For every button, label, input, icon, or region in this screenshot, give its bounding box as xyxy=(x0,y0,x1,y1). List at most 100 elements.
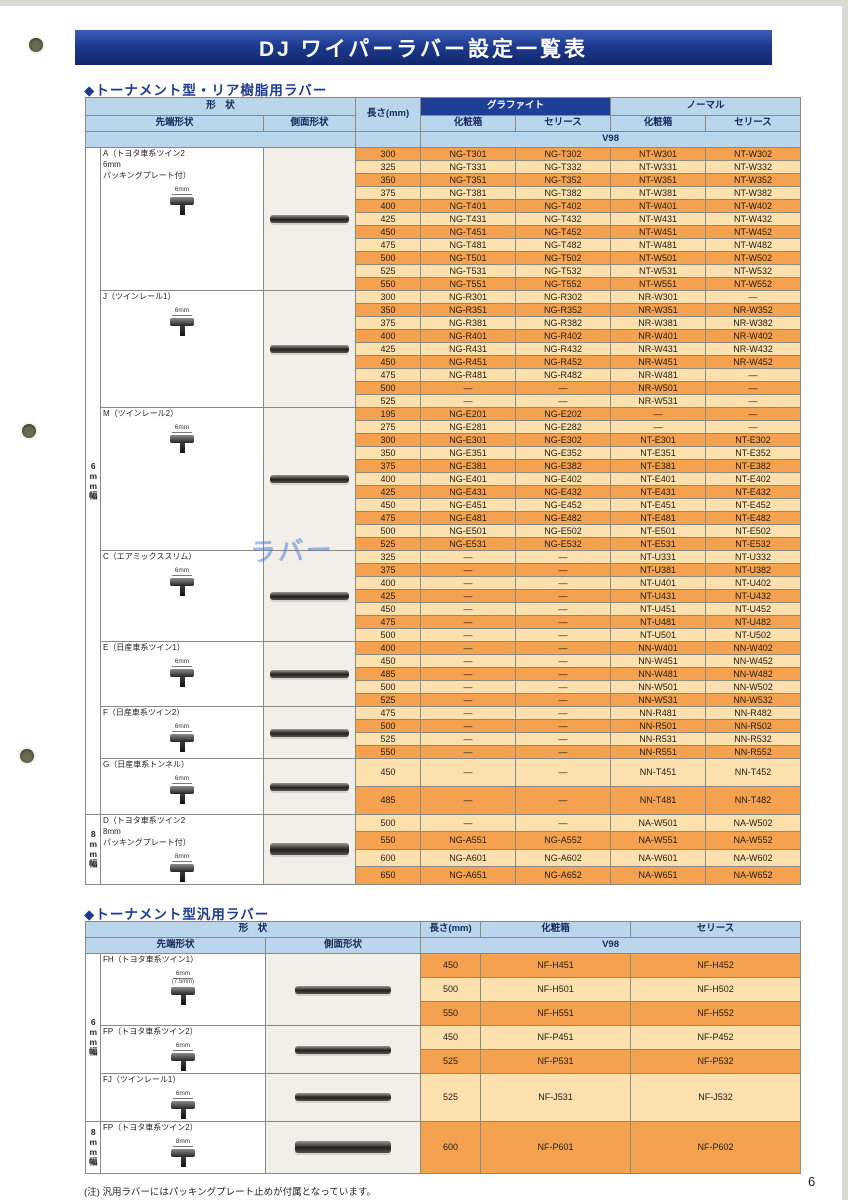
graphite-series-part: NG-E532 xyxy=(515,537,612,551)
length-cell: 525 xyxy=(355,732,422,746)
normal-series-part: NT-U332 xyxy=(705,550,802,564)
wiper-tip-image xyxy=(171,1052,195,1071)
rubber-row: 375— — NT-U381 NT-U382 xyxy=(86,563,802,577)
graphite-series-part: NG-A552 xyxy=(515,831,612,850)
length-cell: 550 xyxy=(420,1001,482,1026)
graphite-series-part: — xyxy=(515,654,612,668)
graphite-box-part: NG-A551 xyxy=(420,831,517,850)
tip-shape-photo: 6mm xyxy=(152,565,212,598)
length-cell: 600 xyxy=(355,848,422,868)
normal-series-part: NT-E402 xyxy=(705,472,802,486)
graphite-box-part: — xyxy=(420,602,517,616)
normal-series-part: — xyxy=(705,394,802,408)
length-cell: 450 xyxy=(355,355,422,369)
graphite-series-part: NG-E502 xyxy=(515,524,612,538)
graphite-box-part: — xyxy=(420,732,517,746)
graphite-series-part: NG-R302 xyxy=(515,290,612,304)
wiper-profile-image xyxy=(270,215,349,223)
length-cell: 450 xyxy=(355,654,422,668)
normal-box-part: NN-T451 xyxy=(610,758,707,787)
rubber-row: 350 NG-T351 NG-T352 NT-W351 NT-W352 xyxy=(86,173,802,187)
normal-series-part: NT-U482 xyxy=(705,615,802,629)
wiper-profile-image xyxy=(295,1141,391,1154)
length-cell: 500 xyxy=(355,251,422,265)
graphite-box-part: NG-T481 xyxy=(420,238,517,252)
graphite-series-part: NG-A602 xyxy=(515,848,612,868)
graphite-header: グラファイト xyxy=(420,97,612,116)
length-cell: 500 xyxy=(355,381,422,395)
side-shape-cell xyxy=(264,953,422,1026)
length-cell: 500 xyxy=(420,977,482,1002)
graphite-series-part: NG-T402 xyxy=(515,199,612,213)
tip-shape-header: 先端形状 xyxy=(85,115,264,132)
side-shape-header: 側面形状 xyxy=(264,937,422,954)
graphite-box-part: — xyxy=(420,563,517,577)
length-cell: 485 xyxy=(355,786,422,815)
wiper-profile-image xyxy=(270,843,349,856)
tip-shape-label: J（ツインレール1） xyxy=(103,292,176,301)
normal-box-part: NN-R551 xyxy=(610,745,707,759)
normal-box-part: — xyxy=(610,420,707,434)
graphite-series-part: NG-T332 xyxy=(515,160,612,174)
graphite-series-part: — xyxy=(515,550,612,564)
shape-header: 形 状 xyxy=(84,921,422,938)
rubber-row: 650 NG-A651 NG-A652 NA-W651 NA-W652 xyxy=(86,866,802,885)
wiper-profile-image xyxy=(270,782,349,791)
length-cell: 375 xyxy=(355,186,422,200)
rubber-row: 6mm幅 A（トヨタ車系ツイン2 6mm パッキングプレート付） 6mm 300 NG-T3… xyxy=(85,147,802,815)
rubber-row: 475 NG-E481 NG-E482 NT-E481 NT-E482 xyxy=(86,511,802,525)
normal-box-part: NN-R481 xyxy=(610,706,707,720)
tip-shape-label: M（ツインレール2） xyxy=(103,409,179,418)
graphite-box-part: NG-R451 xyxy=(420,355,517,369)
normal-box-part: NA-W601 xyxy=(610,848,707,868)
tip-shape-label: A（トヨタ車系ツイン2 xyxy=(103,149,185,158)
normal-series-part: NA-W552 xyxy=(705,831,802,850)
normal-box-part: NT-W551 xyxy=(610,277,707,291)
graphite-series-part: NG-E452 xyxy=(515,498,612,512)
tip-shape-cell: A（トヨタ車系ツイン2 6mm パッキングプレート付） 6mm xyxy=(100,147,264,291)
graphite-series-part: — xyxy=(515,786,612,815)
normal-box-part: NN-W531 xyxy=(610,693,707,707)
tip-shape-cell: FP（トヨタ車系ツイン2） 8mm xyxy=(100,1120,266,1174)
rubber-row: 400— — NT-U401 NT-U402 xyxy=(86,576,802,590)
tip-shape-label: FJ（ツインレール1） xyxy=(103,1075,181,1084)
wiper-profile-image xyxy=(270,728,349,737)
normal-series-part: NT-E302 xyxy=(705,433,802,447)
graphite-series-header: セリース xyxy=(515,115,612,132)
wiper-tip-image xyxy=(171,987,195,1006)
length-cell: 300 xyxy=(355,290,422,304)
width-band-label: 6mm幅 xyxy=(85,953,101,1122)
v98-header: V98 xyxy=(420,131,802,148)
graphite-box-part: NG-T431 xyxy=(420,212,517,226)
length-cell: 300 xyxy=(355,147,422,161)
normal-series-part: — xyxy=(705,368,802,382)
tip-shape-photo: 6mm xyxy=(152,656,212,689)
graphite-box-part: NG-R301 xyxy=(420,290,517,304)
normal-series-part: NT-U432 xyxy=(705,589,802,603)
rubber-row: FP（トヨタ車系ツイン2） 6mm 450 NF-P451 NF-P452 xyxy=(86,1025,802,1074)
graphite-box-part: — xyxy=(420,745,517,759)
graphite-series-part: NG-R482 xyxy=(515,368,612,382)
length-cell: 475 xyxy=(355,706,422,720)
width-band-text: 8mm幅 xyxy=(88,1127,99,1166)
graphite-series-part: NG-E202 xyxy=(515,407,612,421)
tip-shape-header: 先端形状 xyxy=(85,937,266,954)
normal-series-part: — xyxy=(705,420,802,434)
length-cell: 475 xyxy=(355,511,422,525)
normal-box-part: NN-R531 xyxy=(610,732,707,746)
length-cell: 475 xyxy=(355,238,422,252)
graphite-box-part: — xyxy=(420,589,517,603)
length-cell: 325 xyxy=(355,160,422,174)
wiper-tip-image xyxy=(170,577,194,596)
rear-rubber-table-header: 形 状 長さ(mm) グラファイト ノーマル 先端形状 側面形状 化粧箱 セリー… xyxy=(84,97,802,148)
length-cell: 600 xyxy=(420,1120,482,1174)
side-shape-cell xyxy=(262,407,357,551)
normal-series-part: NN-R482 xyxy=(705,706,802,720)
wiper-profile-image xyxy=(295,1045,391,1054)
page-number: 6 xyxy=(808,1174,816,1189)
rubber-row: 550 NF-H551 NF-H552 xyxy=(86,1001,802,1026)
width-band-label: 8mm幅 xyxy=(85,1120,101,1174)
wiper-tip-image xyxy=(170,317,194,336)
normal-box-part: NR-W401 xyxy=(610,329,707,343)
length-cell: 450 xyxy=(355,498,422,512)
